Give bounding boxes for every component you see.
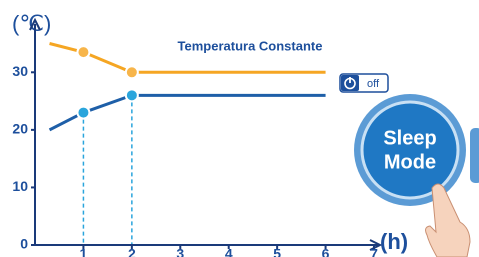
series-line [50, 95, 326, 130]
point [77, 46, 89, 58]
x-tick-label: 3 [176, 246, 184, 257]
x-tick-label: 7 [370, 246, 378, 257]
power-toggle[interactable]: off [340, 74, 388, 92]
y-tick-label: 20 [12, 121, 28, 137]
x-tick-label: 5 [273, 246, 281, 257]
x-tick-label: 1 [80, 246, 88, 257]
chart-title: Temperatura Constante [178, 38, 323, 53]
x-tick-label: 4 [225, 246, 233, 257]
button-label: Sleep [383, 127, 436, 149]
button-face [362, 102, 458, 198]
x-tick-label: 2 [128, 246, 136, 257]
y-axis-label: (℃) [12, 11, 51, 36]
hand [426, 184, 470, 257]
point [126, 66, 138, 78]
point [77, 107, 89, 119]
x-axis-label: (h) [380, 229, 408, 254]
button-label: Mode [384, 151, 436, 173]
y-tick-label: 10 [12, 178, 28, 194]
x-tick-label: 6 [322, 246, 330, 257]
y-tick-label: 30 [12, 63, 28, 79]
y-tick-label: 0 [20, 236, 28, 252]
sleep-mode-button[interactable]: Sleep Mode [354, 94, 466, 206]
screen: (℃) Temperatura Constante (h) off Sleep … [0, 0, 479, 257]
thermometer [470, 128, 479, 183]
toggle-label: off [367, 78, 380, 90]
point [126, 89, 138, 101]
